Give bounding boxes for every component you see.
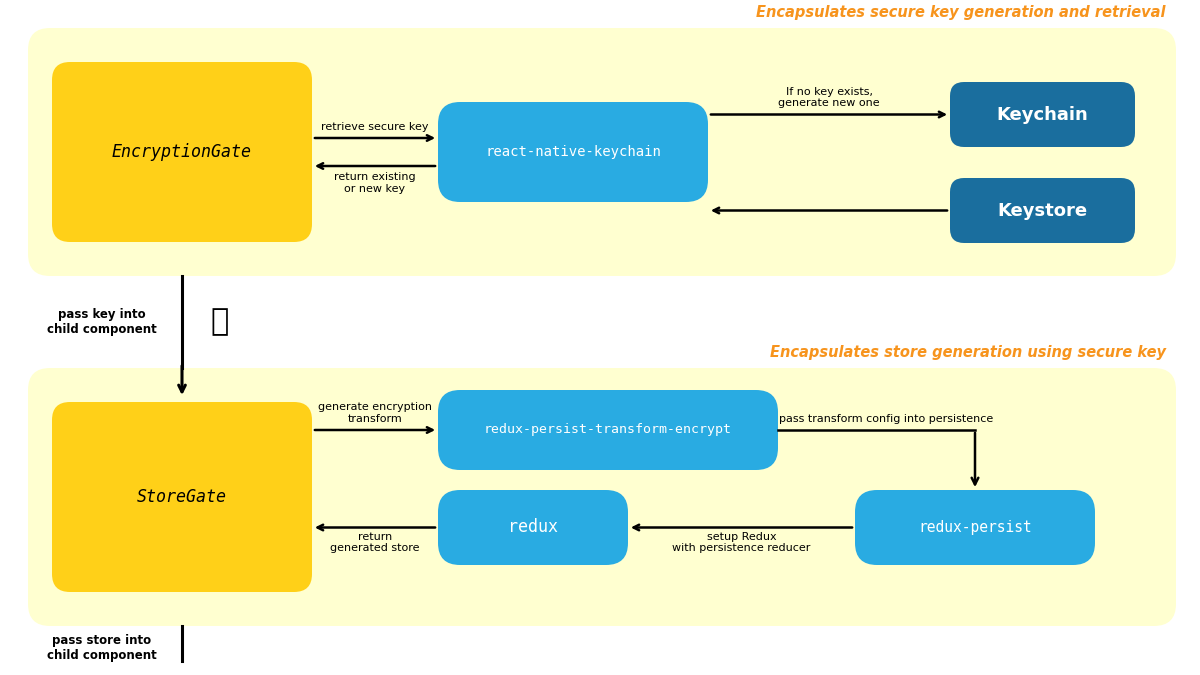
Text: ⚿: ⚿: [211, 308, 229, 337]
Text: redux-persist-transform-encrypt: redux-persist-transform-encrypt: [484, 423, 732, 437]
Text: Encapsulates store generation using secure key: Encapsulates store generation using secu…: [770, 345, 1166, 360]
Text: redux: redux: [508, 518, 558, 537]
Text: pass key into
child component: pass key into child component: [47, 308, 157, 336]
FancyBboxPatch shape: [28, 368, 1176, 626]
Text: redux-persist: redux-persist: [918, 520, 1032, 535]
Text: retrieve secure key: retrieve secure key: [322, 122, 428, 132]
Text: Keystore: Keystore: [997, 202, 1087, 219]
Text: generate encryption
transform: generate encryption transform: [318, 402, 432, 424]
Text: pass transform config into persistence: pass transform config into persistence: [779, 414, 994, 424]
Text: react-native-keychain: react-native-keychain: [485, 145, 661, 159]
FancyBboxPatch shape: [950, 82, 1135, 147]
FancyBboxPatch shape: [52, 402, 312, 592]
Text: Keychain: Keychain: [997, 105, 1088, 124]
FancyBboxPatch shape: [854, 490, 1096, 565]
Text: return existing
or new key: return existing or new key: [334, 172, 416, 194]
FancyBboxPatch shape: [438, 102, 708, 202]
Text: return
generated store: return generated store: [330, 531, 420, 553]
Text: Encapsulates secure key generation and retrieval: Encapsulates secure key generation and r…: [756, 5, 1166, 20]
Text: If no key exists,
generate new one: If no key exists, generate new one: [778, 87, 880, 109]
FancyBboxPatch shape: [52, 62, 312, 242]
FancyBboxPatch shape: [950, 178, 1135, 243]
Text: EncryptionGate: EncryptionGate: [112, 143, 252, 161]
Text: StoreGate: StoreGate: [137, 488, 227, 506]
Text: setup Redux
with persistence reducer: setup Redux with persistence reducer: [672, 531, 811, 553]
FancyBboxPatch shape: [438, 390, 778, 470]
FancyBboxPatch shape: [438, 490, 628, 565]
FancyBboxPatch shape: [28, 28, 1176, 276]
Text: pass store into
child component: pass store into child component: [47, 634, 157, 662]
